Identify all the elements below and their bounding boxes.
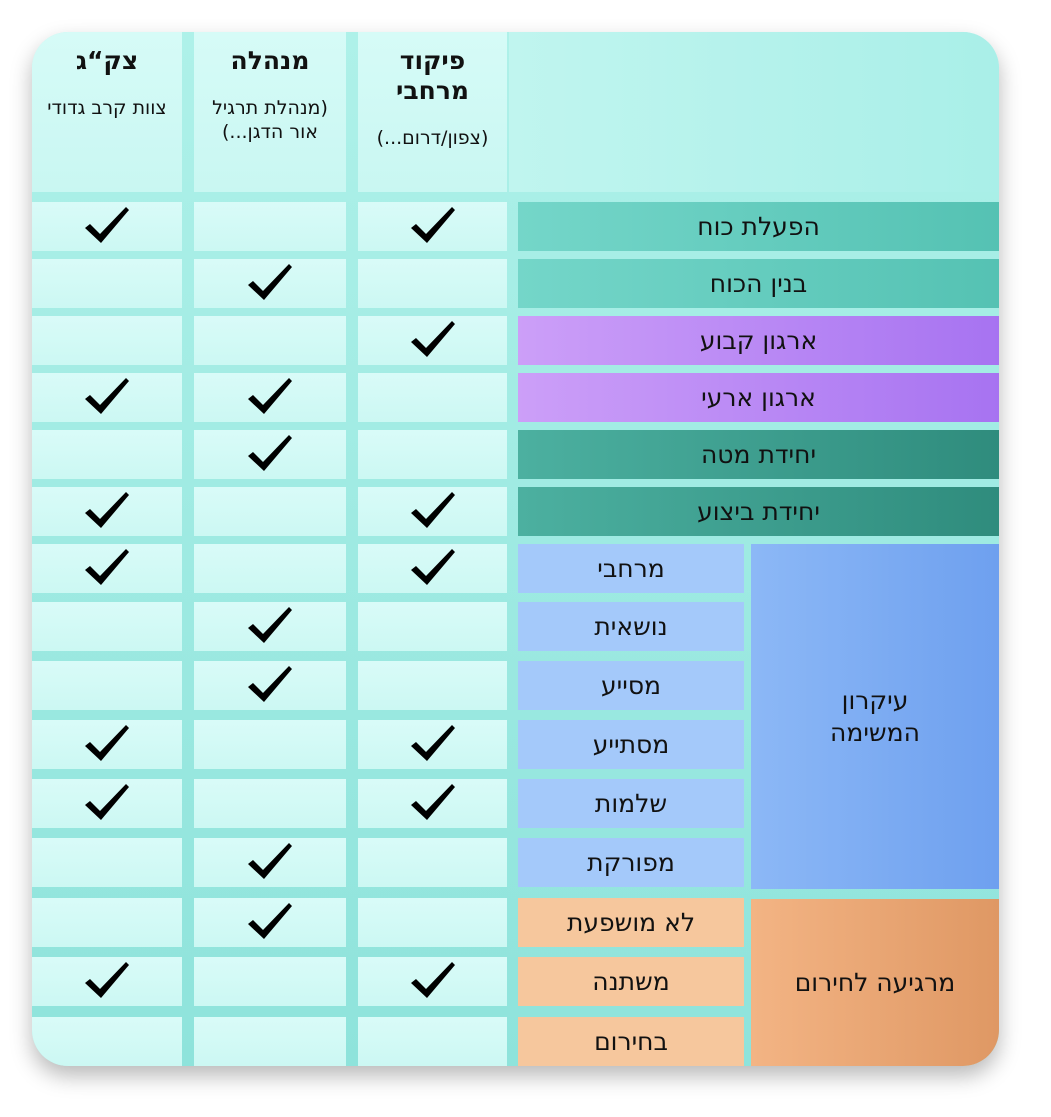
column-title: צק“ג bbox=[75, 46, 139, 75]
checkmark-icon bbox=[82, 780, 132, 828]
matrix-cell bbox=[32, 720, 182, 769]
checkmark-icon bbox=[82, 488, 132, 536]
group-emergency-readiness: מרגיעה לחירום bbox=[751, 899, 999, 1066]
matrix-cell bbox=[32, 487, 182, 536]
group-mission-principle: עיקרון המשימה bbox=[751, 544, 999, 889]
row-label: ארגון ארעי bbox=[518, 373, 999, 422]
column-header-regional-command: פיקוד מרחבי (צפון/דרום...) bbox=[358, 32, 507, 192]
checkmark-icon bbox=[408, 488, 458, 536]
checkmark-icon bbox=[82, 374, 132, 422]
matrix-cell bbox=[32, 430, 182, 479]
checkmark-icon bbox=[82, 545, 132, 593]
header-corner bbox=[509, 32, 999, 192]
matrix-cell bbox=[32, 1017, 182, 1066]
matrix-cell bbox=[194, 373, 346, 422]
column-title: פיקוד מרחבי bbox=[396, 46, 469, 105]
checkmark-icon bbox=[82, 958, 132, 1006]
matrix-cell bbox=[194, 779, 346, 828]
row-label: יחידת ביצוע bbox=[518, 487, 999, 536]
matrix-cell bbox=[32, 316, 182, 365]
matrix-cell bbox=[194, 898, 346, 947]
checkmark-icon bbox=[408, 545, 458, 593]
matrix-cell bbox=[358, 202, 507, 251]
group-label: עיקרון המשימה bbox=[830, 685, 920, 747]
matrix-cell bbox=[32, 661, 182, 710]
matrix-cell bbox=[32, 602, 182, 651]
matrix-cell bbox=[194, 720, 346, 769]
checkmark-icon bbox=[408, 780, 458, 828]
column-subtitle: (מנהלת תרגיל אור הדגן...) bbox=[212, 97, 328, 143]
matrix-cell bbox=[358, 898, 507, 947]
group-label: מרגיעה לחירום bbox=[794, 968, 956, 997]
matrix-cell bbox=[358, 487, 507, 536]
row-label: בנין הכוח bbox=[518, 259, 999, 308]
checkmark-icon bbox=[408, 317, 458, 365]
checkmark-icon bbox=[82, 721, 132, 769]
row-label: מסתייע bbox=[518, 720, 744, 769]
matrix-cell bbox=[358, 430, 507, 479]
matrix-cell bbox=[32, 898, 182, 947]
checkmark-icon bbox=[408, 721, 458, 769]
row-label: יחידת מטה bbox=[518, 430, 999, 479]
checkmark-icon bbox=[408, 203, 458, 251]
checkmark-icon bbox=[82, 203, 132, 251]
matrix-cell bbox=[194, 202, 346, 251]
matrix-cell bbox=[194, 838, 346, 887]
matrix-cell bbox=[194, 544, 346, 593]
matrix-cell bbox=[194, 1017, 346, 1066]
row-label: מרחבי bbox=[518, 544, 744, 593]
checkmark-icon bbox=[245, 374, 295, 422]
matrix-cell bbox=[32, 202, 182, 251]
column-title: מנהלה bbox=[230, 46, 310, 75]
matrix-cell bbox=[358, 957, 507, 1006]
checkmark-icon bbox=[245, 260, 295, 308]
matrix-cell bbox=[358, 544, 507, 593]
matrix-cell bbox=[32, 259, 182, 308]
row-label: מפורקת bbox=[518, 838, 744, 887]
column-subtitle: צוות קרב גדודי bbox=[47, 97, 167, 119]
row-label: מסייע bbox=[518, 661, 744, 710]
matrix-cell bbox=[358, 259, 507, 308]
matrix-cell bbox=[32, 544, 182, 593]
matrix-cell bbox=[194, 602, 346, 651]
matrix-cell bbox=[358, 1017, 507, 1066]
matrix-cell bbox=[358, 373, 507, 422]
column-subtitle: (צפון/דרום...) bbox=[376, 127, 489, 149]
matrix-cell bbox=[194, 316, 346, 365]
row-label: לא מושפעת bbox=[518, 898, 744, 947]
checkmark-icon bbox=[245, 899, 295, 947]
matrix-cell bbox=[358, 661, 507, 710]
matrix-cell bbox=[358, 779, 507, 828]
matrix-cell bbox=[194, 430, 346, 479]
matrix-cell bbox=[194, 259, 346, 308]
checkmark-icon bbox=[245, 431, 295, 479]
matrix-cell bbox=[358, 602, 507, 651]
matrix-cell bbox=[194, 957, 346, 1006]
row-label: בחירום bbox=[518, 1017, 744, 1066]
row-label: שלמות bbox=[518, 779, 744, 828]
matrix-cell bbox=[358, 316, 507, 365]
matrix-cell bbox=[32, 779, 182, 828]
checkmark-icon bbox=[408, 958, 458, 1006]
matrix-cell bbox=[32, 373, 182, 422]
row-label: משתנה bbox=[518, 957, 744, 1006]
matrix-cell bbox=[32, 838, 182, 887]
row-label: ארגון קבוע bbox=[518, 316, 999, 365]
matrix-cell bbox=[194, 661, 346, 710]
matrix-cell bbox=[194, 487, 346, 536]
checkmark-icon bbox=[245, 603, 295, 651]
matrix-board: פיקוד מרחבי (צפון/דרום...) מנהלה (מנהלת … bbox=[32, 32, 999, 1066]
checkmark-icon bbox=[245, 662, 295, 710]
column-header-administration: מנהלה (מנהלת תרגיל אור הדגן...) bbox=[194, 32, 346, 192]
matrix-cell bbox=[358, 720, 507, 769]
checkmark-icon bbox=[245, 839, 295, 887]
row-label: נושאית bbox=[518, 602, 744, 651]
matrix-cell bbox=[358, 838, 507, 887]
matrix-cell bbox=[32, 957, 182, 1006]
row-label: הפעלת כוח bbox=[518, 202, 999, 251]
column-header-battalion-team: צק“ג צוות קרב גדודי bbox=[32, 32, 182, 192]
